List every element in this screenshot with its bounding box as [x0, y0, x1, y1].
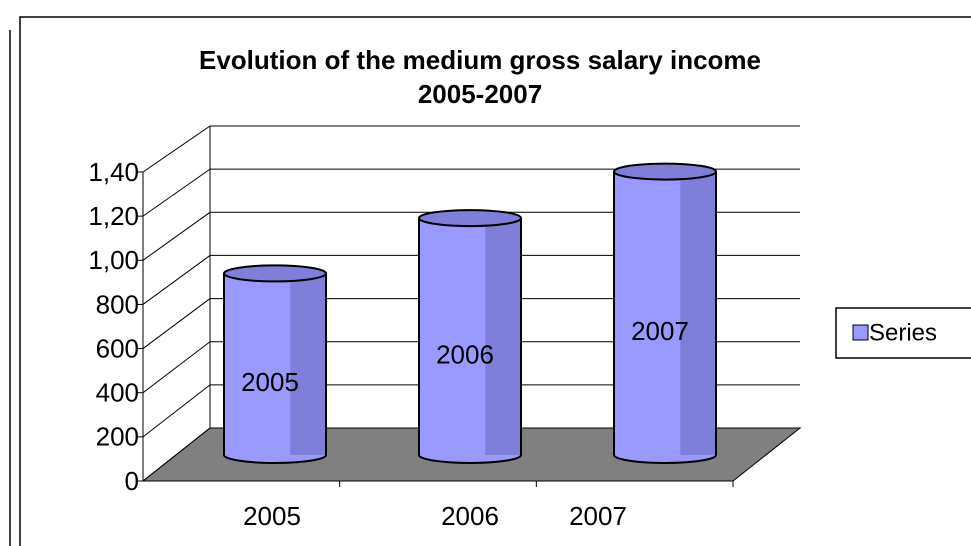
x-tick-label: 2007 [569, 501, 627, 531]
grid-line [142, 255, 211, 305]
cylinder-top [223, 264, 327, 283]
y-tick-label: 200 [96, 422, 139, 452]
cylinder-shade [485, 218, 521, 455]
cylinder-shade [680, 171, 716, 456]
cylinder-shade [290, 273, 326, 455]
grid-line [142, 125, 211, 173]
cylinder-top [613, 162, 717, 181]
legend-swatch [852, 324, 869, 341]
cylinder-bottom [223, 454, 327, 464]
grid-line [142, 211, 211, 261]
y-tick-label: 400 [96, 378, 139, 408]
y-tick-label: 800 [96, 289, 139, 319]
y-tick-label: 1,40 [88, 157, 139, 187]
grid-line [142, 384, 211, 438]
legend-label: Series [869, 319, 937, 346]
y-tick-label: 0 [125, 466, 139, 496]
y-tick-label: 1,20 [88, 201, 139, 231]
y-tick-label: 600 [96, 333, 139, 363]
x-tick-label: 2005 [243, 501, 301, 531]
grid-line [142, 168, 211, 217]
data-label: 2006 [436, 339, 494, 369]
chart-title: 2005-2007 [418, 79, 542, 109]
y-tick-label: 1,00 [88, 245, 139, 275]
cylinder-top [418, 209, 522, 228]
grid-line [142, 427, 211, 482]
chart-title: Evolution of the medium gross salary inc… [199, 45, 761, 75]
data-label: 2005 [241, 367, 299, 397]
grid-line [142, 341, 211, 394]
cylinder-bottom [418, 454, 522, 464]
x-tick-label: 2006 [441, 501, 499, 531]
data-label: 2007 [631, 316, 689, 346]
grid-line [142, 298, 211, 349]
cylinder-bottom [613, 454, 717, 464]
